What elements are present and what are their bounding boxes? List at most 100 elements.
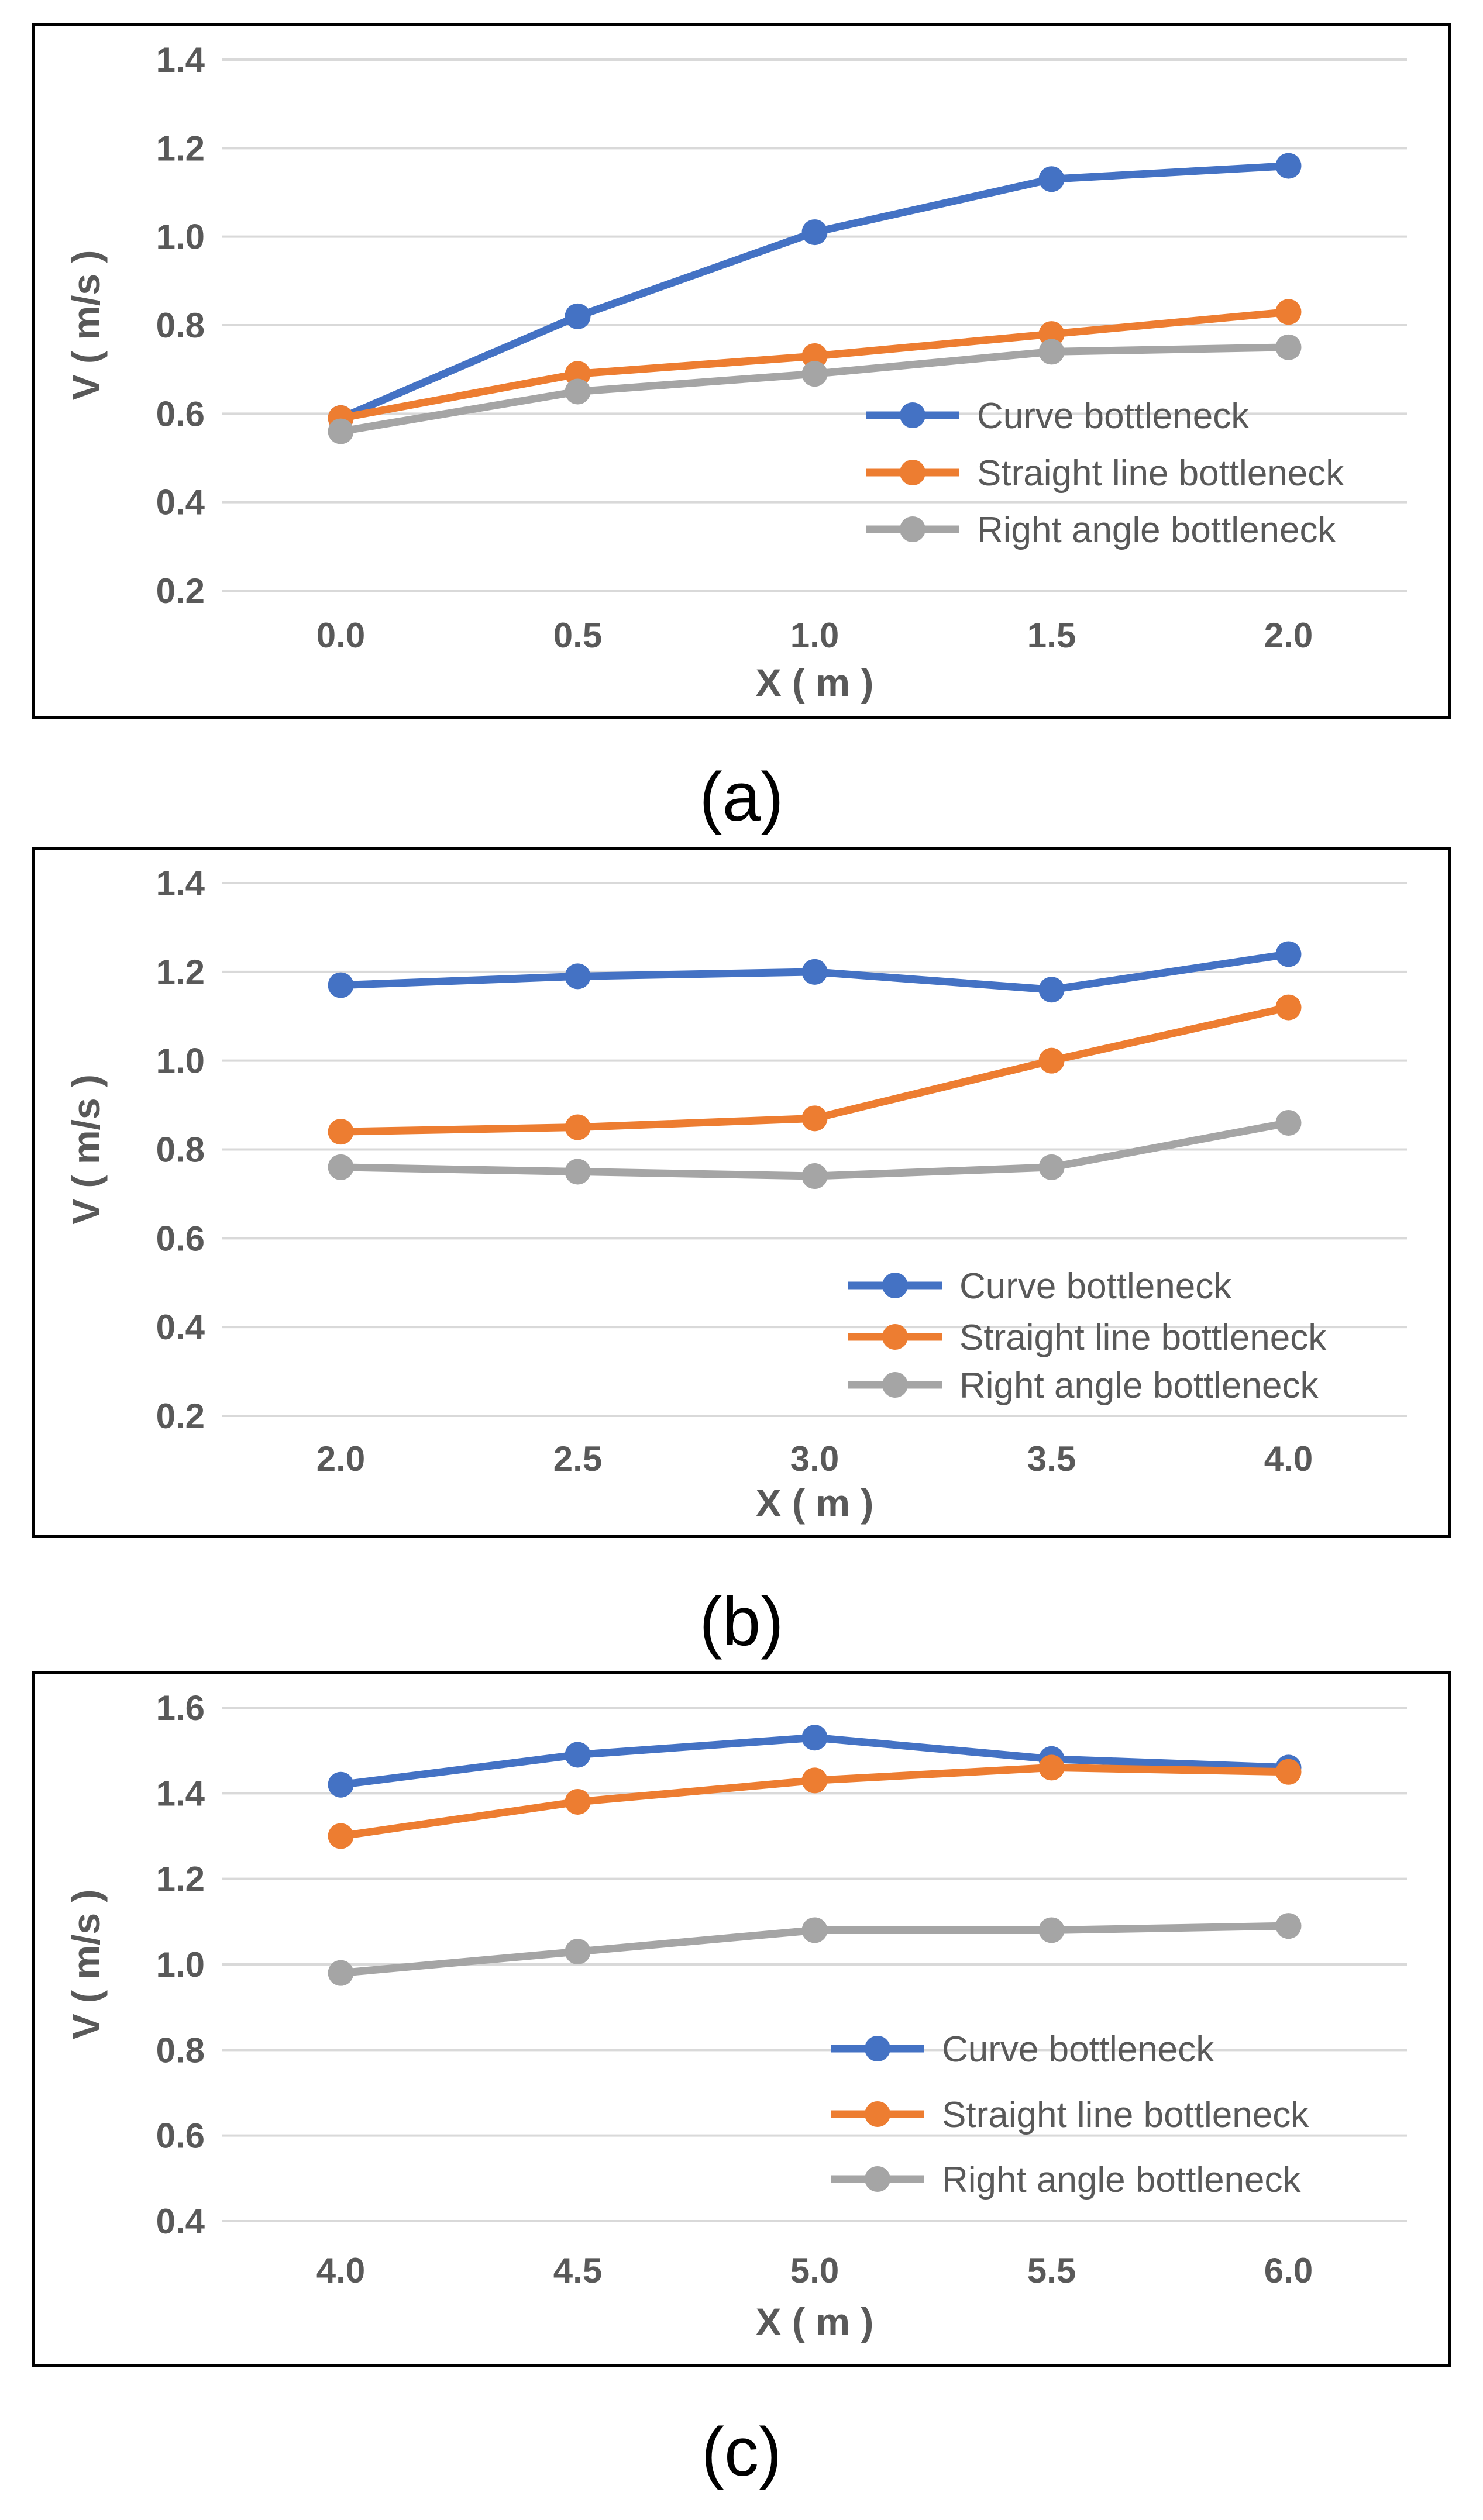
- y-tick-label: 0.2: [156, 571, 205, 611]
- data-point: [328, 1771, 354, 1798]
- y-tick-label: 1.2: [156, 1860, 205, 1899]
- y-tick-label: 1.2: [156, 129, 205, 168]
- y-tick-label: 0.8: [156, 306, 205, 345]
- data-point: [1038, 321, 1065, 347]
- x-tick-label: 4.0: [316, 2251, 365, 2290]
- data-point: [328, 1823, 354, 1849]
- y-axis-title: V ( m/s ): [64, 250, 108, 401]
- x-tick-label: 4.5: [553, 2251, 602, 2290]
- data-point: [565, 1788, 591, 1815]
- y-tick-label: 0.4: [156, 1308, 205, 1347]
- data-point: [801, 361, 828, 387]
- data-point: [801, 343, 828, 369]
- data-point: [1275, 334, 1302, 360]
- caption-a: (a): [699, 759, 784, 836]
- caption-c: (c): [701, 2414, 782, 2491]
- data-point: [1275, 994, 1302, 1021]
- data-point: [565, 963, 591, 990]
- data-point: [1275, 1759, 1302, 1785]
- data-point: [328, 1119, 354, 1145]
- chart-panel-b: 0.2 0.4 0.6 0.8 1.0 1.2 1.4 2.0 2.5 3.0 3.5 4.0 X ( …: [32, 847, 1451, 1538]
- data-point: [565, 1159, 591, 1185]
- data-point: [328, 1154, 354, 1180]
- data-point: [801, 1767, 828, 1794]
- legend-label: Curve bottleneck: [959, 1266, 1232, 1306]
- data-point: [565, 1114, 591, 1140]
- y-tick-label: 0.4: [156, 2202, 205, 2241]
- y-tick-label: 1.6: [156, 1688, 205, 1728]
- x-tick-label: 2.0: [1264, 616, 1313, 655]
- data-point: [328, 972, 354, 998]
- x-tick-label: 6.0: [1264, 2251, 1313, 2290]
- chart-panel-c: 0.4 0.6 0.8 1.0 1.2 1.4 1.6 4.0 4.5 5.0 5.5 6.0 X ( …: [32, 1671, 1451, 2367]
- y-tick-label: 1.4: [156, 864, 205, 903]
- data-point: [1275, 941, 1302, 967]
- legend-label: Curve bottleneck: [977, 396, 1250, 436]
- data-point: [1038, 1754, 1065, 1781]
- data-point: [1038, 166, 1065, 192]
- data-point: [1038, 977, 1065, 1003]
- data-point: [328, 1960, 354, 1986]
- x-axis-title: X ( m ): [756, 1481, 874, 1525]
- legend-label: Right angle bottleneck: [959, 1366, 1319, 1406]
- x-tick-label: 1.0: [790, 616, 839, 655]
- y-axis-title: V ( m/s ): [64, 1074, 108, 1225]
- data-point: [801, 1917, 828, 1943]
- x-tick-label: 0.0: [316, 616, 365, 655]
- legend-swatch-marker: [882, 1372, 908, 1398]
- data-point: [1038, 1047, 1065, 1074]
- line-chart-c: 0.4 0.6 0.8 1.0 1.2 1.4 1.6 4.0 4.5 5.0 5.5 6.0 X ( …: [64, 1688, 1407, 2343]
- data-point: [801, 1105, 828, 1132]
- data-point: [1038, 1154, 1065, 1180]
- y-tick-label: 0.4: [156, 483, 205, 522]
- legend-swatch-marker: [900, 460, 925, 485]
- data-point: [565, 378, 591, 405]
- y-tick-label: 1.4: [156, 40, 205, 80]
- y-tick-label: 1.0: [156, 1042, 205, 1081]
- legend-swatch-marker: [865, 2036, 890, 2061]
- legend-swatch-marker: [865, 2101, 890, 2127]
- legend-swatch-marker: [865, 2166, 890, 2192]
- line-chart-a: 0.2 0.4 0.6 0.8 1.0 1.2 1.4 0.0 0.5 1.0 1.5 2.0 X ( …: [64, 40, 1407, 704]
- y-tick-label: 0.2: [156, 1397, 205, 1436]
- legend-label: Straight line bottleneck: [959, 1318, 1327, 1358]
- data-point: [565, 1939, 591, 1965]
- line-chart-b: 0.2 0.4 0.6 0.8 1.0 1.2 1.4 2.0 2.5 3.0 3.5 4.0 X ( …: [64, 864, 1407, 1525]
- data-point: [1275, 1913, 1302, 1939]
- legend-swatch-marker: [882, 1324, 908, 1350]
- chart-panel-a: 0.2 0.4 0.6 0.8 1.0 1.2 1.4 0.0 0.5 1.0 1.5 2.0 X ( …: [32, 23, 1451, 719]
- y-axis-title: V ( m/s ): [64, 1890, 108, 2040]
- x-tick-label: 2.0: [316, 1439, 365, 1478]
- legend-label: Curve bottleneck: [942, 2029, 1214, 2070]
- x-tick-label: 3.0: [790, 1439, 839, 1478]
- data-point: [1275, 1109, 1302, 1136]
- x-tick-label: 3.5: [1027, 1439, 1076, 1478]
- legend-label: Right angle bottleneck: [977, 510, 1337, 550]
- x-tick-label: 2.5: [553, 1439, 602, 1478]
- data-point: [1275, 153, 1302, 179]
- y-tick-label: 0.6: [156, 394, 205, 433]
- data-point: [1275, 299, 1302, 325]
- x-tick-label: 0.5: [553, 616, 602, 655]
- y-tick-label: 1.4: [156, 1774, 205, 1813]
- x-tick-label: 5.0: [790, 2251, 839, 2290]
- data-point: [1038, 1917, 1065, 1943]
- legend-swatch-marker: [882, 1273, 908, 1298]
- data-point: [801, 219, 828, 246]
- legend-swatch-marker: [900, 516, 925, 542]
- legend-label: Right angle bottleneck: [942, 2160, 1302, 2200]
- data-point: [565, 361, 591, 387]
- y-tick-label: 0.6: [156, 1219, 205, 1258]
- y-tick-label: 1.2: [156, 953, 205, 992]
- y-tick-label: 0.6: [156, 2116, 205, 2156]
- y-tick-label: 0.8: [156, 2031, 205, 2070]
- data-point: [801, 959, 828, 985]
- legend-swatch-marker: [900, 402, 925, 428]
- legend-label: Straight line bottleneck: [977, 453, 1344, 494]
- x-axis-title: X ( m ): [756, 661, 874, 704]
- legend-label: Straight line bottleneck: [942, 2095, 1309, 2135]
- data-point: [565, 1742, 591, 1768]
- data-point: [565, 303, 591, 329]
- y-tick-label: 1.0: [156, 1945, 205, 1984]
- y-tick-label: 0.8: [156, 1130, 205, 1170]
